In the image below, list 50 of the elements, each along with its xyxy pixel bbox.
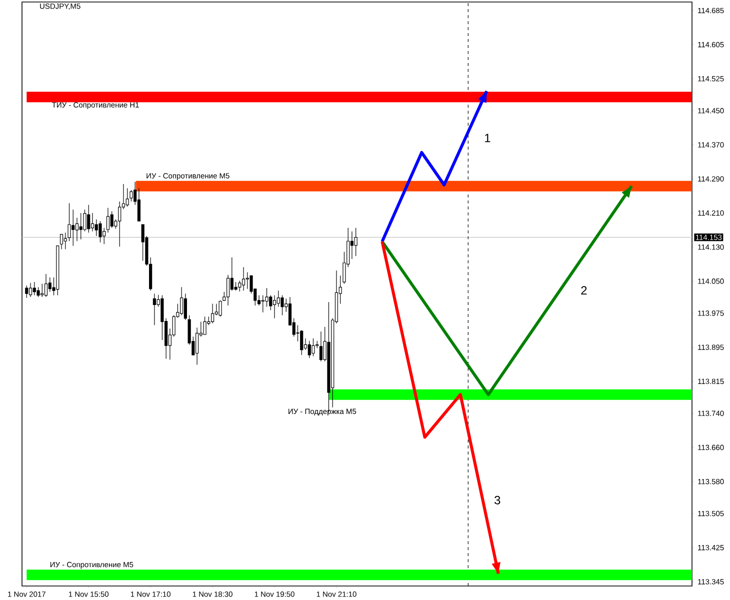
- candlestick: [261, 294, 264, 313]
- annotation: 2: [581, 286, 587, 295]
- candlestick: [79, 212, 82, 240]
- candlestick: [75, 217, 79, 242]
- candlestick: [28, 282, 32, 298]
- candlestick: [141, 224, 144, 262]
- candlestick: [44, 274, 48, 298]
- candlestick: [226, 274, 230, 306]
- candlestick: [312, 338, 315, 357]
- candlestick: [102, 228, 106, 244]
- candlestick: [280, 294, 284, 316]
- candlestick: [308, 340, 311, 358]
- candlestick: [265, 288, 268, 308]
- candlestick: [87, 204, 90, 233]
- candlestick: [354, 228, 358, 256]
- candlestick: [83, 209, 86, 232]
- annotation: 1: [485, 134, 490, 142]
- candlestick: [25, 285, 28, 298]
- candlestick: [218, 300, 222, 317]
- candlestick: [152, 293, 156, 326]
- candlestick: [32, 282, 36, 296]
- candlestick: [60, 234, 64, 250]
- candlestick: [211, 304, 214, 324]
- candlestick: [90, 212, 94, 232]
- candlestick: [106, 208, 110, 233]
- candlestick: [40, 283, 44, 298]
- candlestick: [276, 290, 280, 308]
- candlestick: [72, 209, 75, 246]
- annotation: 3: [494, 496, 500, 504]
- candlestick: [203, 316, 206, 336]
- candlestick: [269, 294, 272, 310]
- candlestick: [130, 190, 133, 202]
- candlestick: [180, 286, 184, 316]
- candlestick: [118, 201, 122, 247]
- candlestick: [36, 286, 40, 298]
- candlestick: [319, 331, 323, 362]
- candlestick: [272, 294, 276, 319]
- candlestick: [196, 327, 199, 366]
- candlestick: [126, 188, 129, 207]
- candlestick: [98, 220, 102, 243]
- candlestick: [64, 232, 67, 250]
- candlestick: [110, 210, 114, 228]
- candlestick: [94, 219, 98, 236]
- candlestick: [242, 266, 246, 291]
- candlestick: [48, 277, 52, 292]
- candlestick: [68, 202, 71, 242]
- candlestick: [300, 330, 304, 356]
- candlestick: [137, 188, 140, 222]
- candlestick: [238, 280, 242, 292]
- candlestick: [246, 272, 249, 290]
